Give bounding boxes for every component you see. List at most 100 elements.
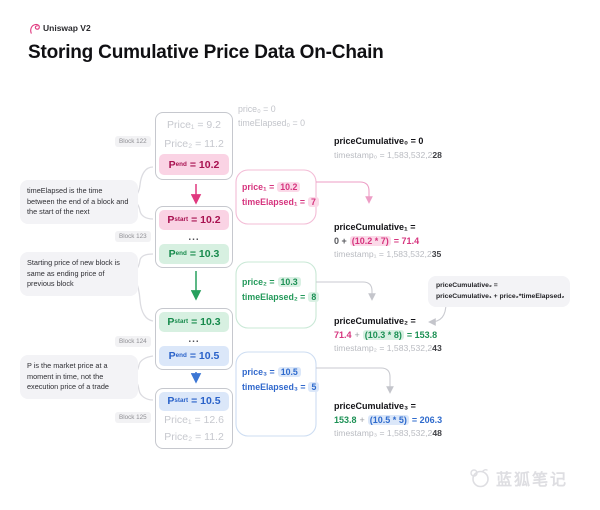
elapsed-label: timeElapsed₂ = [242,291,306,302]
price-cumulative-3: priceCumulative₃ = [334,401,416,411]
formula-note: priceCumulative₂ = priceCumulative₁ + pr… [428,276,570,308]
block-122-price2: Price₂ = 11.2 [164,138,224,150]
block-125-label: Block 125 [115,412,151,423]
prev-value: 153.8 [334,415,357,425]
p-value: = 10.3 [191,315,221,328]
page-title: Storing Cumulative Price Data On-Chain [28,42,384,63]
transition-1-price: price₁ = 10.2 [242,179,319,194]
block-124-ellipsis: ... [188,333,200,345]
timestamp-1: timestamp₁ = 1,583,532,235 [334,249,441,259]
transition-1: price₁ = 10.2 timeElapsed₁ = 7 [242,179,319,209]
brand-label: Uniswap V2 [43,23,91,33]
bracket-term: (10.2 * 7) [349,236,391,246]
p-symbol: P [168,350,176,363]
formula-line-1: priceCumulative₂ = [436,282,498,289]
price-label: price₁ = [242,181,275,192]
plus-operator: + [354,330,360,340]
timestamp-seconds: 48 [432,428,442,438]
plus-operator: + [359,415,365,425]
transition-3-price: price₃ = 10.5 [242,364,319,379]
timestamp-prefix: timestamp₀ = 1,583,532,2 [334,150,433,160]
genesis-price: price₀ = 0 [238,104,276,114]
p-symbol: P [167,213,175,226]
price-value: 10.3 [277,276,301,287]
timestamp-prefix: timestamp₂ = 1,583,532,2 [334,343,433,353]
timestamp-3: timestamp₃ = 1,583,532,248 [334,428,442,438]
result-value: = 153.8 [406,330,438,340]
block-125-price1: Price₁ = 12.6 [164,413,224,426]
price-value: 10.2 [277,181,301,192]
price-label: price₂ = [242,276,275,287]
price-cumulative-2-math: 71.4 + (10.3 * 8) = 153.8 [334,329,437,341]
block-122-price1: Price₁ = 9.2 [166,119,222,131]
watermark: 蓝狐笔记 [468,466,568,490]
p-value: = 10.3 [189,248,220,261]
block-122-label: Block 122 [115,136,151,147]
price-cumulative-3-math: 153.8 + (10.5 * 5) = 206.3 [334,414,442,426]
elapsed-label: timeElapsed₁ = [242,196,306,207]
block-124-label: Block 124 [115,336,151,347]
timestamp-2: timestamp₂ = 1,583,532,243 [334,343,442,353]
note-time-elapsed: timeElapsed is the time between the end … [20,180,138,224]
arrow-to-cumulative1 [316,181,373,204]
arrow-to-cumulative2 [316,281,376,301]
prev-value: 71.4 [334,330,352,340]
transition-3-elapsed: timeElapsed₃ = 5 [242,379,320,394]
p-symbol: P [167,315,175,328]
block-123-ellipsis: ... [188,231,200,243]
transition-2-elapsed: timeElapsed₂ = 8 [242,289,320,304]
price-value: 10.5 [277,366,301,377]
p-symbol: P [168,248,176,261]
transition-1-elapsed: timeElapsed₁ = 7 [242,194,319,209]
note-starting-price: Starting price of new block is same as e… [20,252,138,296]
p-value: = 10.2 [189,158,220,171]
timestamp-seconds: 35 [431,249,442,259]
arrow-to-cumulative3 [316,367,394,394]
uniswap-unicorn-icon [30,23,40,34]
timestamp-prefix: timestamp₃ = 1,583,532,2 [334,428,433,438]
result-value: = 71.4 [393,236,420,246]
elapsed-label: timeElapsed₃ = [242,381,306,392]
prev-value: 0 + [334,236,347,246]
elapsed-value: 5 [308,381,320,392]
price-cumulative-1-math: 0 + (10.2 * 7) = 71.4 [334,235,419,247]
p-value: = 10.5 [191,395,221,408]
timestamp-seconds: 28 [432,150,442,160]
timestamp-prefix: timestamp₁ = 1,583,532,2 [334,249,432,259]
timestamp-0: timestamp₀ = 1,583,532,228 [334,150,442,160]
bracket-term: (10.5 * 5) [367,415,409,425]
block-125-price2: Price₂ = 11.2 [164,430,224,443]
block-123-label: Block 123 [115,231,151,242]
elapsed-value: 8 [308,291,320,302]
p-symbol: P [168,158,176,171]
transition-2: price₂ = 10.3 timeElapsed₂ = 8 [242,274,320,304]
price-label: price₃ = [242,366,275,377]
price-cumulative-0: priceCumulative₀ = 0 [334,136,424,146]
note-market-price: P is the market price at a moment in tim… [20,355,138,399]
bracket-term: (10.3 * 8) [362,330,404,340]
p-symbol: P [167,395,175,408]
genesis-values: price₀ = 0 timeElapsed₀ = 0 [238,102,305,130]
price-cumulative-1: priceCumulative₁ = [334,222,416,232]
result-value: = 206.3 [411,415,443,425]
genesis-time-elapsed: timeElapsed₀ = 0 [238,118,305,128]
watermark-text: 蓝狐笔记 [496,472,569,489]
transition-3: price₃ = 10.5 timeElapsed₃ = 5 [242,364,320,394]
price-cumulative-2: priceCumulative₂ = [334,316,416,326]
transition-2-price: price₂ = 10.3 [242,274,319,289]
p-value: = 10.5 [189,350,220,363]
bluefox-logo-icon [470,468,489,488]
timestamp-seconds: 43 [432,343,442,353]
p-value: = 10.2 [191,213,221,226]
